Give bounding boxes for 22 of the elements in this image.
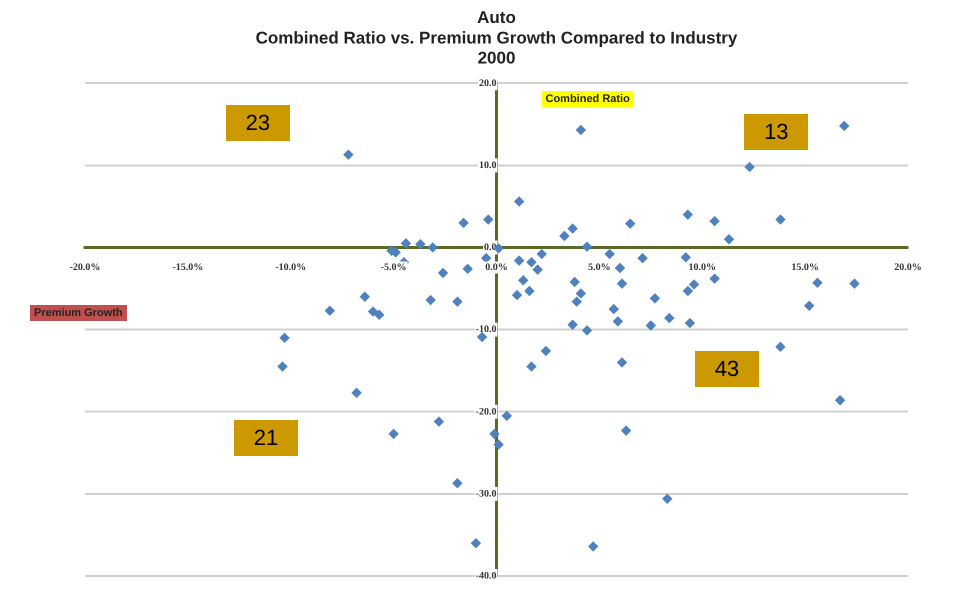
annotation: 21 [234,420,298,456]
y-tick-label: -30.0 [476,488,496,500]
x-axis-title: Premium Growth [30,305,127,322]
x-tick-label: 10.0% [688,262,716,274]
x-tick-label: 20.0% [894,262,922,274]
y-tick-label: -20.0 [476,406,496,418]
y-tick-label: 20.0 [479,78,496,89]
x-tick-label: 15.0% [791,262,819,274]
x-tick-label: -5.0% [380,262,407,274]
y-tick-label: -40.0 [476,570,496,582]
chart-title: Auto Combined Ratio vs. Premium Growth Compared to Industry 2000 [256,8,738,68]
x-tick-label: -15.0% [172,262,204,274]
x-tick-label: 0.0% [485,262,508,274]
annotation: 43 [694,351,759,388]
y-tick-label: 10.0 [479,160,496,171]
y-axis-title: Combined Ratio [542,91,634,108]
x-tick-label: -20.0% [70,262,100,274]
y-tick-label: -10.0 [476,324,496,336]
x-tick-label: 5.0% [588,262,611,274]
annotation: 13 [744,114,808,150]
annotation: 23 [226,104,290,141]
x-tick-label: -10.0% [275,262,306,274]
